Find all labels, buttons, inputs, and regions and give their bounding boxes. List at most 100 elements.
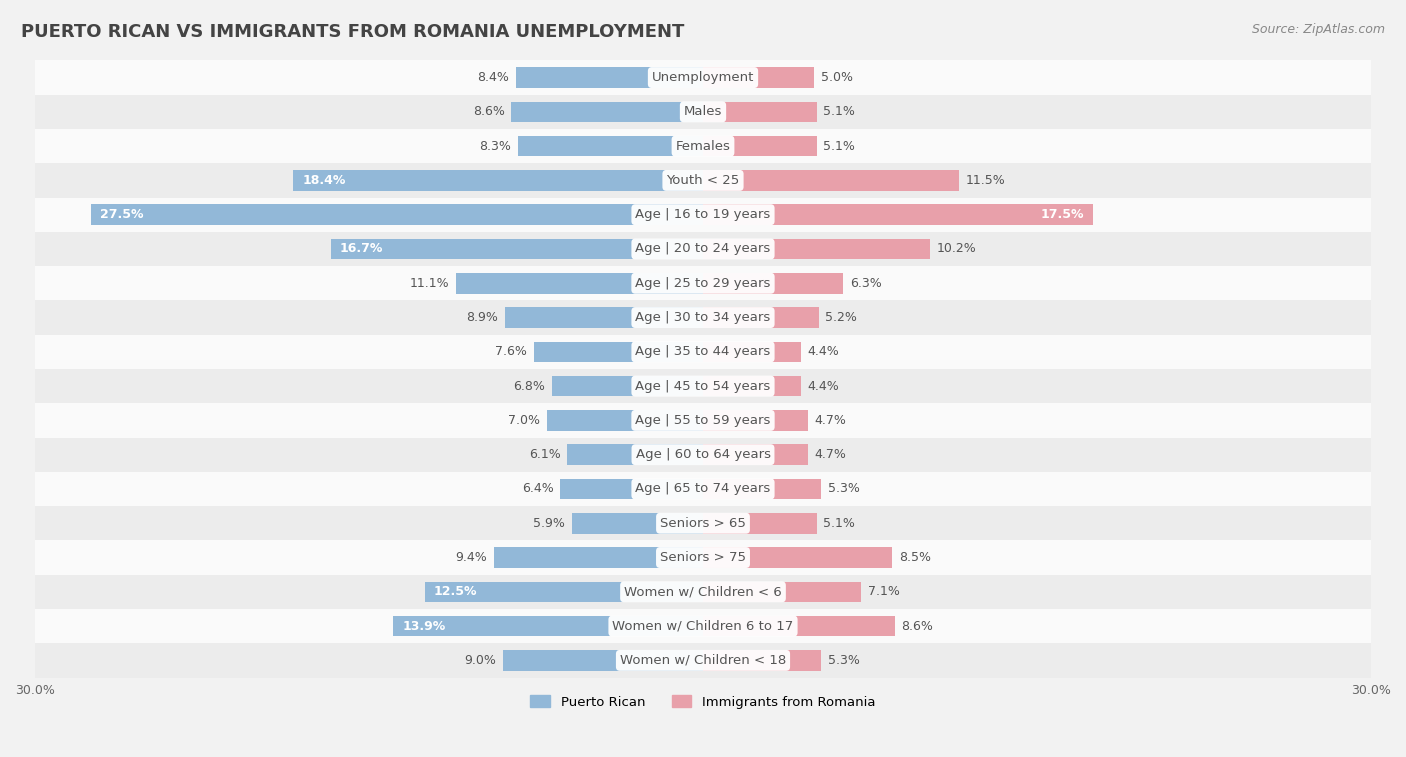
Bar [703,410,807,431]
Bar [703,478,821,500]
Text: 8.9%: 8.9% [467,311,498,324]
Bar [35,540,1371,575]
Bar [35,609,1371,643]
Bar [703,136,817,157]
Text: 9.0%: 9.0% [464,654,496,667]
Text: 6.3%: 6.3% [851,277,882,290]
Bar [703,341,801,362]
Text: Age | 45 to 54 years: Age | 45 to 54 years [636,379,770,393]
Text: 4.4%: 4.4% [807,379,839,393]
Bar [35,95,1371,129]
Bar [294,170,703,191]
Bar [502,650,703,671]
Text: Age | 55 to 59 years: Age | 55 to 59 years [636,414,770,427]
Text: 5.1%: 5.1% [824,139,855,153]
Bar [35,301,1371,335]
Text: Source: ZipAtlas.com: Source: ZipAtlas.com [1251,23,1385,36]
Text: Women w/ Children < 18: Women w/ Children < 18 [620,654,786,667]
Text: Age | 60 to 64 years: Age | 60 to 64 years [636,448,770,461]
Text: 5.1%: 5.1% [824,517,855,530]
Text: Seniors > 65: Seniors > 65 [659,517,747,530]
Text: 12.5%: 12.5% [433,585,477,598]
Bar [561,478,703,500]
Bar [35,506,1371,540]
Bar [534,341,703,362]
Bar [456,273,703,294]
Bar [567,444,703,465]
Text: Seniors > 75: Seniors > 75 [659,551,747,564]
Text: 9.4%: 9.4% [456,551,486,564]
Text: 5.3%: 5.3% [828,482,859,496]
Text: 18.4%: 18.4% [302,174,346,187]
Bar [703,375,801,397]
Bar [505,307,703,328]
Text: 7.0%: 7.0% [509,414,540,427]
Bar [703,238,931,259]
Bar [703,547,893,568]
Bar [703,101,817,122]
Text: 10.2%: 10.2% [936,242,977,255]
Text: Age | 30 to 34 years: Age | 30 to 34 years [636,311,770,324]
Text: Women w/ Children < 6: Women w/ Children < 6 [624,585,782,598]
Bar [519,136,703,157]
Text: 4.4%: 4.4% [807,345,839,358]
Bar [35,575,1371,609]
Bar [703,581,860,602]
Bar [703,170,959,191]
Text: 8.5%: 8.5% [898,551,931,564]
Bar [35,643,1371,678]
Bar [703,67,814,88]
Text: Women w/ Children 6 to 17: Women w/ Children 6 to 17 [613,619,793,633]
Bar [35,438,1371,472]
Bar [703,204,1092,225]
Text: 5.9%: 5.9% [533,517,565,530]
Text: 5.2%: 5.2% [825,311,858,324]
Bar [35,369,1371,403]
Text: 6.8%: 6.8% [513,379,546,393]
Text: Age | 35 to 44 years: Age | 35 to 44 years [636,345,770,358]
Bar [35,164,1371,198]
Bar [703,444,807,465]
Text: 8.6%: 8.6% [901,619,934,633]
Text: Age | 20 to 24 years: Age | 20 to 24 years [636,242,770,255]
Text: 13.9%: 13.9% [402,619,446,633]
Bar [512,101,703,122]
Text: 7.6%: 7.6% [495,345,527,358]
Text: 8.4%: 8.4% [478,71,509,84]
Bar [703,307,818,328]
Bar [547,410,703,431]
Text: Age | 25 to 29 years: Age | 25 to 29 years [636,277,770,290]
Text: 27.5%: 27.5% [100,208,143,221]
Bar [394,615,703,637]
Bar [35,403,1371,438]
Text: 4.7%: 4.7% [814,414,846,427]
Bar [494,547,703,568]
Text: 5.0%: 5.0% [821,71,853,84]
Text: Males: Males [683,105,723,118]
Text: 5.1%: 5.1% [824,105,855,118]
Bar [425,581,703,602]
Text: Age | 16 to 19 years: Age | 16 to 19 years [636,208,770,221]
Text: PUERTO RICAN VS IMMIGRANTS FROM ROMANIA UNEMPLOYMENT: PUERTO RICAN VS IMMIGRANTS FROM ROMANIA … [21,23,685,41]
Text: 17.5%: 17.5% [1040,208,1084,221]
Bar [35,129,1371,164]
Bar [35,198,1371,232]
Bar [703,273,844,294]
Bar [90,204,703,225]
Bar [551,375,703,397]
Text: Age | 65 to 74 years: Age | 65 to 74 years [636,482,770,496]
Text: 8.6%: 8.6% [472,105,505,118]
Bar [35,61,1371,95]
Bar [35,472,1371,506]
Legend: Puerto Rican, Immigrants from Romania: Puerto Rican, Immigrants from Romania [526,690,880,714]
Text: 11.5%: 11.5% [966,174,1005,187]
Bar [516,67,703,88]
Text: Youth < 25: Youth < 25 [666,174,740,187]
Bar [35,266,1371,301]
Bar [35,232,1371,266]
Text: Females: Females [675,139,731,153]
Bar [703,615,894,637]
Bar [572,513,703,534]
Text: 11.1%: 11.1% [409,277,449,290]
Text: 6.1%: 6.1% [529,448,561,461]
